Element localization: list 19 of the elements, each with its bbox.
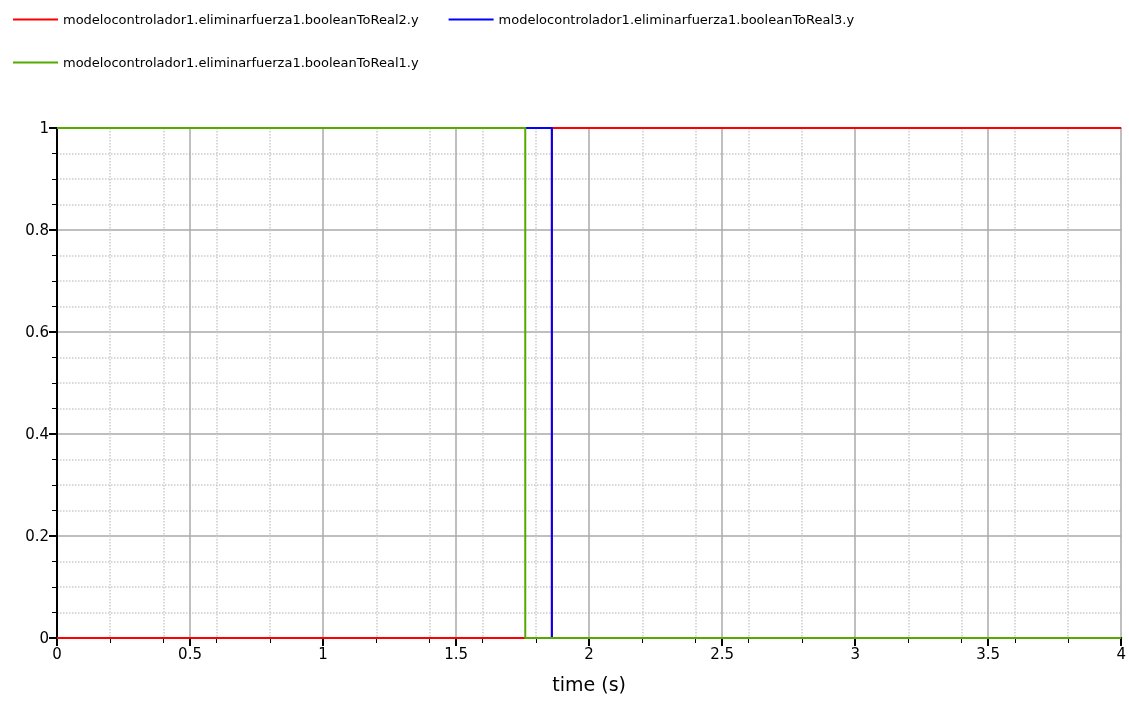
y-tick-label: 0.8: [25, 221, 49, 239]
x-tick-label: 4: [1116, 644, 1126, 663]
x-tick-label: 0.5: [178, 644, 202, 663]
legend-label: modelocontrolador1.eliminarfuerza1.booleanToReal2.y: [63, 12, 419, 27]
x-axis-title: time (s): [552, 672, 626, 695]
x-tick-label: 3.5: [976, 644, 1001, 663]
x-tick-label: 0: [52, 644, 62, 663]
y-tick-label: 0: [39, 629, 49, 647]
x-tick-label: 1.5: [444, 644, 469, 663]
y-tick-label: 1: [39, 119, 49, 137]
legend-label: modelocontrolador1.eliminarfuerza1.booleanToReal3.y: [498, 12, 855, 27]
x-tick-label: 2: [584, 644, 594, 663]
x-tick-label: 1: [318, 644, 328, 663]
legend-label: modelocontrolador1.eliminarfuerza1.booleanToReal1.y: [63, 55, 419, 70]
x-tick-label: 3: [850, 644, 860, 663]
y-tick-label: 0.4: [25, 425, 49, 443]
y-tick-label: 0.6: [25, 323, 49, 341]
x-tick-label: 2.5: [710, 644, 735, 663]
y-tick-label: 0.2: [25, 527, 49, 545]
